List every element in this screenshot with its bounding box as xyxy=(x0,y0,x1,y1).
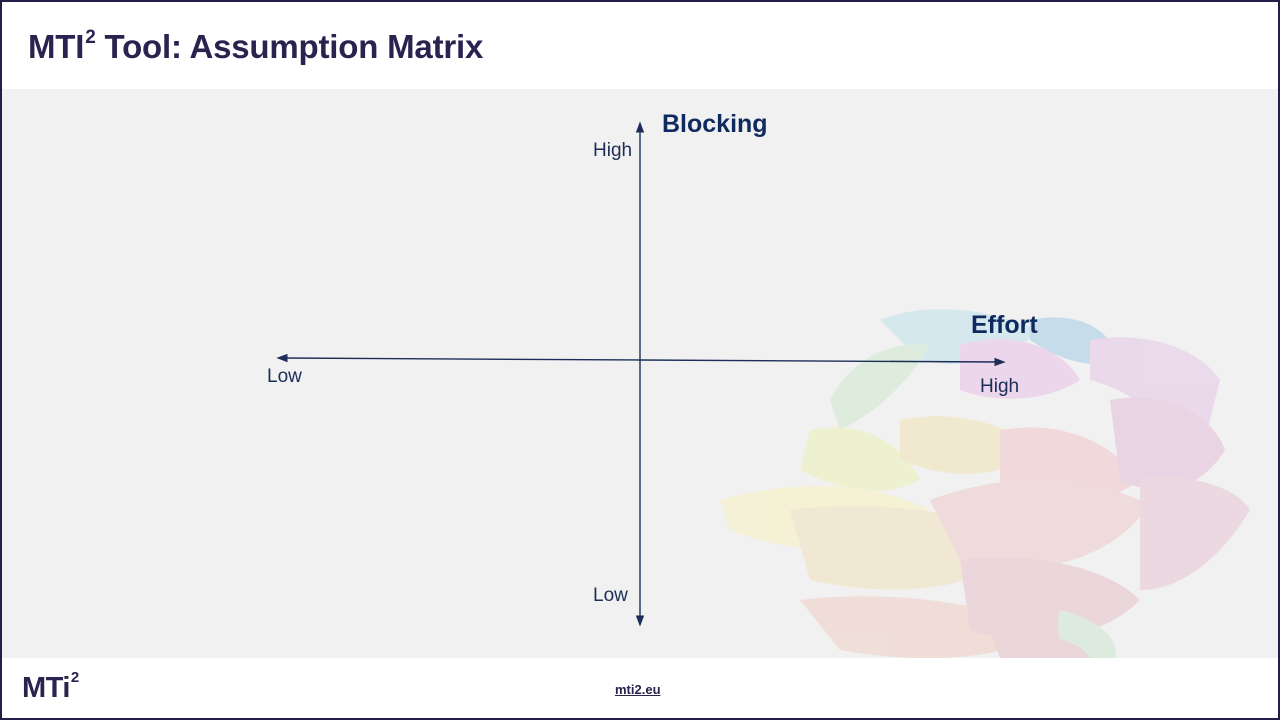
horizontal-axis-high-label: High xyxy=(980,376,1020,397)
rose-watermark-icon xyxy=(720,309,1250,658)
vertical-axis-low-label: Low xyxy=(593,585,628,606)
horizontal-axis-low-label: Low xyxy=(267,366,302,387)
horizontal-axis-line-left xyxy=(276,353,641,363)
horizontal-axis-title: Effort xyxy=(971,311,1038,339)
matrix-area: Blocking High Low Effort High Low xyxy=(0,89,1280,658)
slide-footer: MTi2 mti2.eu xyxy=(0,658,1280,720)
matrix-axes xyxy=(276,121,1006,627)
website-link[interactable]: mti2.eu xyxy=(615,682,661,697)
mti2-logo: MTi2 xyxy=(22,669,79,704)
horizontal-axis-line-right xyxy=(639,357,1006,367)
slide-header: MTI2 Tool: Assumption Matrix xyxy=(0,0,1280,89)
vertical-axis-title: Blocking xyxy=(662,110,768,138)
vertical-axis-high-label: High xyxy=(593,140,633,161)
page-title: MTI2 Tool: Assumption Matrix xyxy=(28,27,484,65)
